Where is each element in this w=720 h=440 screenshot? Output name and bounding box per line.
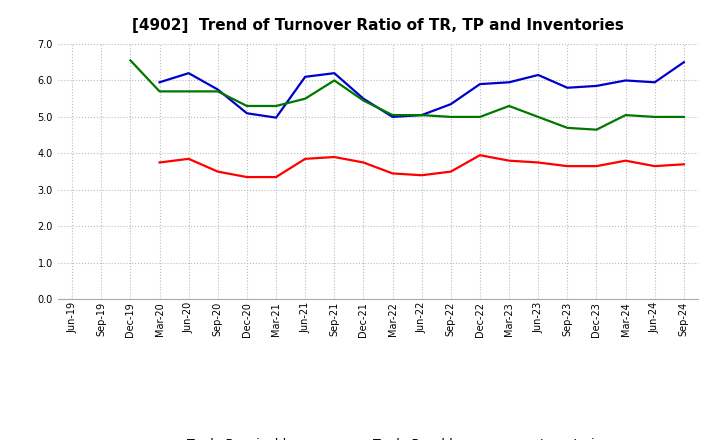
- Trade Receivables: [213, 169, 222, 174]
- Line: Trade Receivables: Trade Receivables: [160, 155, 684, 177]
- Trade Receivables: [418, 172, 426, 178]
- Trade Payables: [301, 74, 310, 80]
- Trade Receivables: [621, 158, 630, 163]
- Line: Inventories: Inventories: [130, 60, 684, 130]
- Inventories: [592, 127, 600, 132]
- Inventories: [156, 89, 164, 94]
- Trade Payables: [388, 114, 397, 120]
- Inventories: [446, 114, 455, 120]
- Trade Receivables: [330, 154, 338, 160]
- Trade Payables: [592, 83, 600, 88]
- Inventories: [388, 113, 397, 118]
- Trade Payables: [243, 110, 251, 116]
- Trade Receivables: [446, 169, 455, 174]
- Trade Receivables: [271, 174, 280, 180]
- Trade Receivables: [534, 160, 543, 165]
- Inventories: [330, 78, 338, 83]
- Trade Receivables: [476, 153, 485, 158]
- Trade Payables: [213, 87, 222, 92]
- Inventories: [534, 114, 543, 120]
- Trade Payables: [359, 96, 368, 101]
- Inventories: [505, 103, 513, 109]
- Trade Payables: [680, 59, 688, 65]
- Trade Payables: [156, 80, 164, 85]
- Trade Payables: [563, 85, 572, 90]
- Trade Receivables: [388, 171, 397, 176]
- Legend: Trade Receivables, Trade Payables, Inventories: Trade Receivables, Trade Payables, Inven…: [146, 438, 610, 440]
- Inventories: [213, 89, 222, 94]
- Trade Receivables: [359, 160, 368, 165]
- Trade Payables: [476, 81, 485, 87]
- Trade Payables: [271, 115, 280, 120]
- Trade Receivables: [505, 158, 513, 163]
- Trade Payables: [418, 113, 426, 118]
- Inventories: [271, 103, 280, 109]
- Inventories: [476, 114, 485, 120]
- Trade Payables: [505, 80, 513, 85]
- Inventories: [243, 103, 251, 109]
- Trade Receivables: [563, 164, 572, 169]
- Trade Payables: [184, 70, 193, 76]
- Trade Receivables: [680, 161, 688, 167]
- Trade Receivables: [243, 174, 251, 180]
- Inventories: [301, 96, 310, 101]
- Inventories: [126, 58, 135, 63]
- Inventories: [563, 125, 572, 131]
- Trade Receivables: [156, 160, 164, 165]
- Trade Payables: [621, 78, 630, 83]
- Trade Receivables: [650, 164, 659, 169]
- Inventories: [359, 98, 368, 103]
- Line: Trade Payables: Trade Payables: [160, 62, 684, 117]
- Inventories: [621, 113, 630, 118]
- Inventories: [418, 113, 426, 118]
- Inventories: [650, 114, 659, 120]
- Trade Payables: [446, 102, 455, 107]
- Inventories: [184, 89, 193, 94]
- Trade Payables: [534, 72, 543, 77]
- Inventories: [680, 114, 688, 120]
- Trade Receivables: [592, 164, 600, 169]
- Trade Receivables: [301, 156, 310, 161]
- Trade Receivables: [184, 156, 193, 161]
- Trade Payables: [330, 70, 338, 76]
- Trade Payables: [650, 80, 659, 85]
- Title: [4902]  Trend of Turnover Ratio of TR, TP and Inventories: [4902] Trend of Turnover Ratio of TR, TP…: [132, 18, 624, 33]
